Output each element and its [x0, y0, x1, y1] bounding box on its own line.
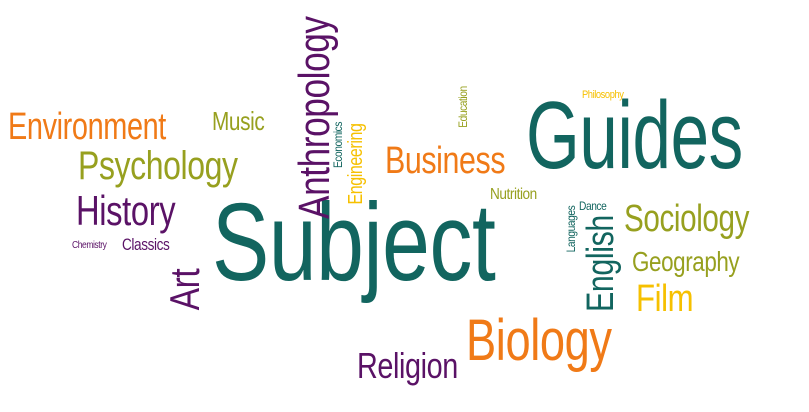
word-engineering: Engineering: [345, 123, 367, 205]
word-economics: Economics: [331, 121, 345, 169]
word-biology: Biology: [466, 308, 612, 373]
word-psychology: Psychology: [78, 144, 238, 188]
word-subject: Subject: [212, 181, 496, 304]
word-philosophy: Philosophy: [582, 89, 624, 101]
word-geography: Geography: [632, 246, 740, 277]
word-chemistry: Chemistry: [72, 240, 107, 251]
word-sociology: Sociology: [624, 198, 750, 240]
word-languages: Languages: [564, 205, 578, 253]
word-environment: Environment: [8, 106, 166, 148]
word-religion: Religion: [357, 345, 458, 386]
word-english: English: [580, 215, 622, 312]
word-dance: Dance: [579, 199, 607, 213]
word-education: Education: [456, 86, 470, 128]
word-business: Business: [385, 140, 506, 182]
word-classics: Classics: [122, 235, 170, 254]
word-guides: Guides: [526, 82, 743, 189]
word-film: Film: [636, 278, 694, 320]
word-nutrition: Nutrition: [490, 186, 537, 203]
word-music: Music: [212, 106, 265, 136]
word-art: Art: [161, 268, 208, 311]
word-history: History: [76, 187, 176, 234]
